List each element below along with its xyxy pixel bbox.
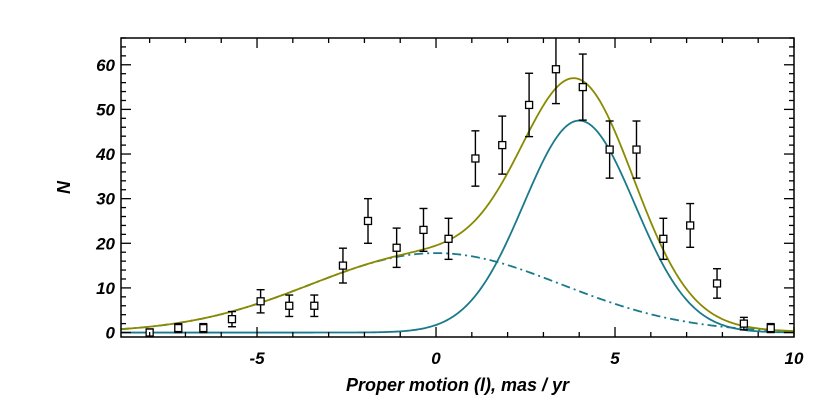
point-marker [285, 301, 294, 310]
y-tick-label: 20 [95, 234, 115, 253]
x-tick-label: 10 [785, 349, 804, 368]
point-marker [578, 82, 587, 92]
data-point [632, 120, 641, 179]
point-marker [310, 301, 319, 310]
x-tick-label: -5 [249, 349, 265, 368]
data-point [524, 72, 534, 138]
point-marker [739, 319, 749, 328]
model-curves [120, 77, 795, 334]
axis-ticks [121, 37, 795, 337]
point-marker [659, 234, 668, 243]
plot-frame [120, 37, 795, 338]
data-point [227, 310, 237, 328]
data-point [578, 53, 587, 121]
data-point [256, 288, 265, 314]
point-marker [199, 323, 208, 333]
data-point [551, 38, 561, 105]
point-marker [392, 243, 401, 252]
point-marker [471, 154, 480, 163]
y-tick-label: 0 [106, 324, 116, 343]
total-fit-curve [120, 77, 795, 332]
data-point [338, 247, 348, 284]
data-point [310, 294, 319, 318]
data-points [145, 38, 775, 337]
data-point [739, 316, 749, 331]
point-marker [174, 323, 183, 333]
data-point [392, 227, 401, 269]
point-marker [632, 145, 641, 154]
data-point [363, 197, 373, 244]
x-tick-label: 5 [610, 349, 620, 368]
point-marker [363, 216, 373, 226]
point-marker [227, 314, 237, 324]
point-marker [338, 261, 348, 270]
data-point [686, 202, 695, 249]
tick-labels: -5 0 5 10 0 10 20 30 40 50 60 [95, 56, 804, 368]
data-point [766, 322, 775, 334]
point-marker [605, 145, 614, 154]
data-point [659, 217, 668, 261]
point-marker [444, 234, 453, 243]
y-tick-label: 10 [96, 279, 115, 298]
point-marker [256, 297, 265, 306]
x-tick-label: 0 [431, 349, 441, 368]
x-axis-title: Proper motion (l), mas / yr [346, 375, 570, 395]
data-point [285, 294, 294, 318]
y-tick-label: 40 [95, 145, 115, 164]
point-marker [524, 100, 534, 110]
narrow-component-curve [121, 119, 795, 334]
y-tick-label: 50 [96, 100, 115, 119]
y-tick-label: 60 [96, 56, 115, 75]
point-marker [551, 65, 561, 74]
data-point [174, 322, 183, 334]
data-point [605, 120, 614, 179]
y-tick-label: 30 [96, 190, 115, 209]
data-point [471, 130, 480, 187]
point-marker [686, 221, 695, 230]
wide-component-curve [120, 252, 795, 333]
point-marker [419, 225, 428, 235]
y-axis-title: N [54, 180, 74, 194]
point-marker [766, 323, 775, 333]
data-point [419, 207, 428, 253]
data-point [199, 322, 208, 334]
data-point [712, 268, 722, 299]
data-point [444, 217, 453, 261]
data-point [498, 115, 507, 175]
point-marker [712, 279, 722, 288]
point-marker [498, 140, 507, 150]
